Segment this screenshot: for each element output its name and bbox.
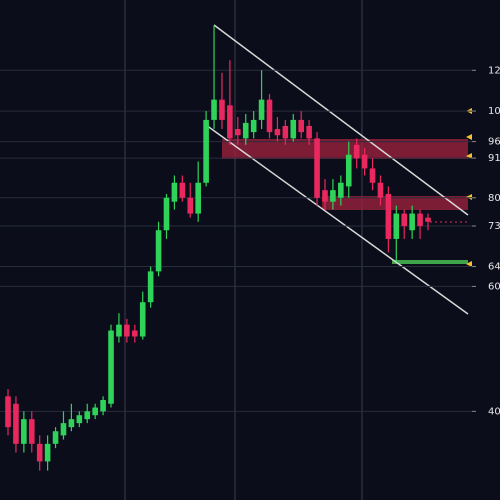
candle-body [100,400,106,412]
candle-body [258,99,265,120]
marker [466,134,472,140]
candle-body [369,168,376,183]
candle-body [393,213,400,239]
candle-body [187,197,194,214]
candle-body [36,443,43,462]
candle-body [266,99,273,133]
candle-body [147,271,154,303]
candle-body [377,182,384,198]
candle-body [227,105,233,139]
candle-body [330,190,336,202]
candle-body [108,330,114,404]
candle-body [195,182,201,214]
candle-body [290,119,297,139]
candle-body [219,99,225,120]
y-tick-label: 64 [488,262,500,273]
annotations [124,0,472,500]
candle-body [163,197,170,231]
candle-body [242,122,249,139]
candle-body [401,213,408,226]
y-tick-label: 96 [488,137,500,148]
candle-body [155,230,162,272]
candle-body [60,423,67,436]
y-tick-label: 40 [488,406,500,417]
candle-body [13,403,19,444]
y-tick-label: 60 [488,281,500,292]
candle-body [84,411,91,420]
channel-line [205,124,469,315]
candle-body [68,419,75,428]
candle-body [28,419,35,444]
y-tick-label: 12 [488,65,500,76]
candle-body [235,129,241,136]
y-tick-label: 80 [488,193,500,204]
candle-body [21,419,27,444]
candle-body [139,302,146,337]
y-tick-label: 10 [488,106,500,117]
marker [466,153,472,159]
candle-body [92,407,98,416]
candle-body [76,415,83,424]
candle-body [179,182,186,198]
candle-body [171,182,178,202]
candle-body [52,431,59,444]
candle-body [211,99,217,120]
candle-body [44,443,51,462]
candle-body [274,129,281,136]
candle-body [306,125,312,139]
marker [466,194,472,200]
resistance-zone [222,139,468,159]
channel-line [213,24,469,216]
candle-body [116,324,122,337]
candle-body [322,190,328,202]
candle-body [385,193,392,239]
resistance-zone [322,196,468,210]
candle-body [298,119,305,133]
candle-body [417,213,423,226]
candle-body [282,125,289,139]
candle-body [203,119,209,183]
candle-body [5,396,11,428]
candle-body [409,213,415,231]
candle-body [131,330,138,337]
y-tick-label: 91 [488,153,500,164]
candle-body [124,324,130,337]
y-tick-label: 73 [488,221,500,232]
candle-body [353,144,360,159]
candle-body [425,217,431,222]
candle-body [361,154,368,169]
candle-body [338,182,344,198]
candle-body [250,119,257,133]
marker [466,261,472,267]
candle-body [345,154,352,187]
candle-body [314,138,320,198]
